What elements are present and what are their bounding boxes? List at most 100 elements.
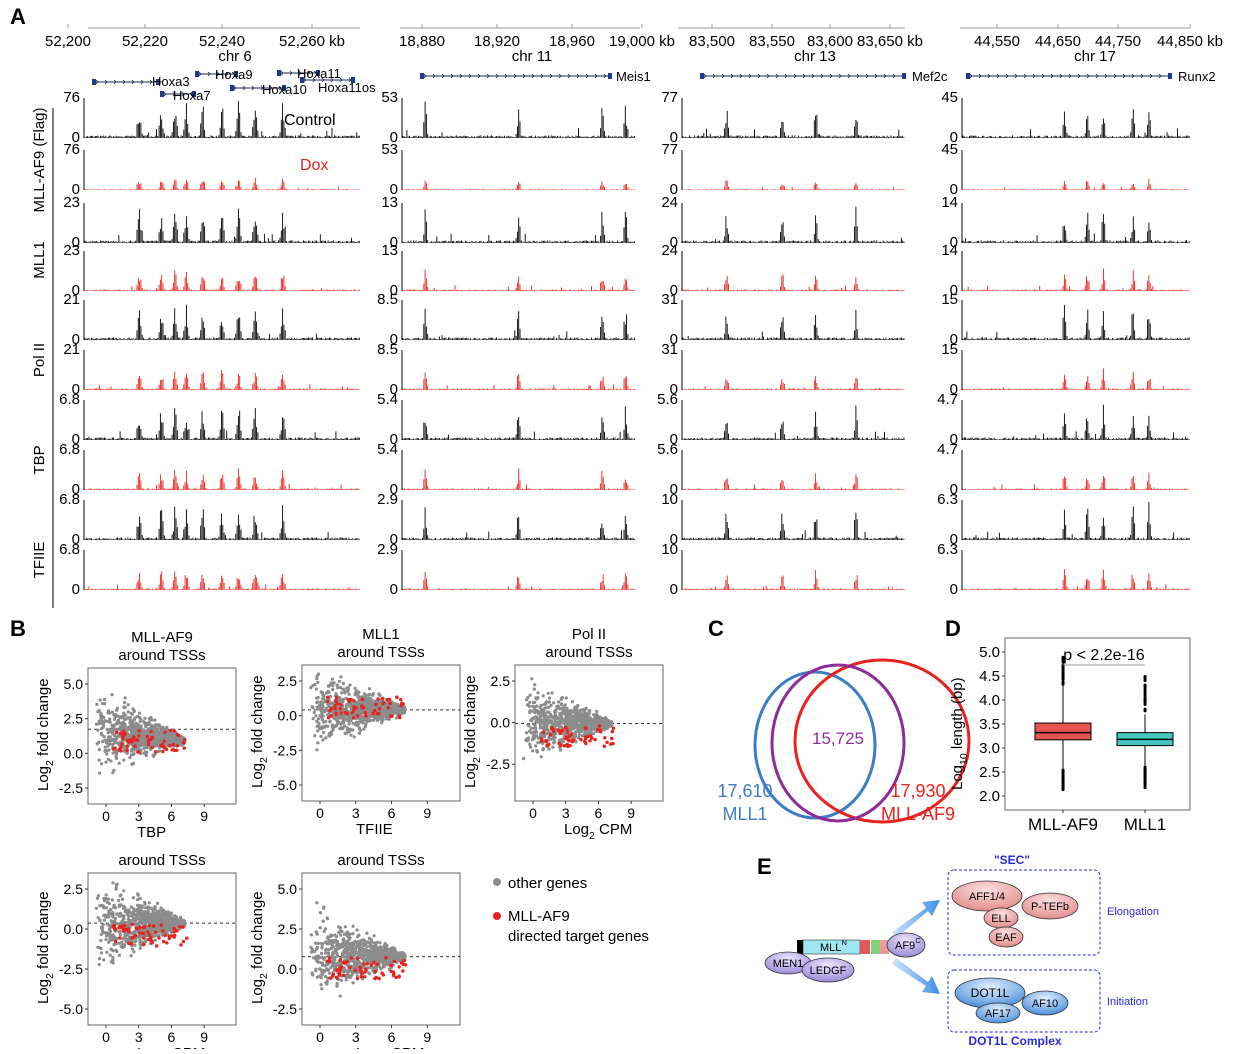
track-scale: 2.9 [377,491,398,508]
track-scale: 24 [661,242,678,259]
legend-dot [493,912,501,920]
x-tick-label: 6 [168,808,176,824]
y-axis-label: Log2 fold change [35,678,56,791]
x-tick-label: 3 [135,808,143,824]
men1-label: MEN1 [773,958,804,970]
signal-track [683,310,904,340]
signal-track [963,569,1189,590]
y-axis-label-base: Log [462,763,479,788]
track-scale: 21 [63,341,80,358]
track-scale: 31 [661,341,678,358]
x-tick-label: 3 [562,805,570,821]
gene-label: Hoxa10 [262,82,307,97]
signal-track [85,469,359,491]
x-tick-label: 3 [135,1029,143,1045]
track-scale: 5.4 [377,391,398,408]
track-scale: 31 [661,291,678,308]
coord-label: 52,200 [45,33,91,50]
sec-role: Elongation [1107,906,1159,918]
gene-exon [902,73,906,79]
panel-label: D [945,616,961,641]
signal-track [85,178,359,190]
track-scale: 6.8 [59,441,80,458]
construct-n [797,940,803,954]
y-axis-label: Log2 fold change [462,675,483,788]
y-tick-label: 2.5 [64,881,84,897]
track-scale: 8.5 [377,341,398,358]
signal-track [403,209,634,243]
track-scale: 53 [381,141,398,158]
coord-label: 19,000 kb [609,33,675,50]
gene-label: Mef2c [912,69,948,84]
coord-label: 18,960 [549,33,595,50]
signal-track [683,473,904,490]
x-tick-label: 6 [595,805,603,821]
coord-label: 52,260 kb [279,33,345,50]
plot-frame [302,665,460,801]
dot-member: AF10 [1032,998,1058,1010]
coord-label: 83,550 [749,33,795,50]
arrow-down [892,958,940,994]
y-tick-label: 5.0 [979,644,1000,661]
y-tick-label: 0.0 [64,921,84,937]
y-axis-label: Log2 fold change [35,891,56,1004]
y-axis-label: Log2 fold change [249,891,270,1004]
plot-title: MLL-AF9 [131,629,193,646]
track-scale: 10 [661,491,678,508]
signal-track [85,505,359,540]
track-scale: 76 [63,141,80,158]
chrom-label: chr 6 [218,48,251,65]
y-axis-label-base: Log [249,979,266,1004]
scatter-other [311,903,405,996]
af9-label-sup: C [915,936,921,945]
x-axis-label: TBP [137,824,166,841]
track-scale: 6.8 [59,391,80,408]
y-axis-label-base: Log [949,765,966,790]
x-axis-label-rest: CPM [595,821,633,838]
y-tick-label: -5.0 [273,777,297,793]
y-axis-label-rest: fold change [249,891,266,973]
factor-label: Pol II [31,343,48,377]
signal-track [403,406,634,440]
x-axis-label-base: Log [356,1045,381,1049]
track-scale: 21 [63,291,80,308]
track-scale: 13 [381,194,398,211]
box [1035,723,1091,740]
legend-dot [493,878,501,886]
y-tick-label: 2.5 [278,673,298,689]
construct-label-sup: N [841,938,847,947]
track-zero: 0 [950,581,958,598]
gene-exon [1168,73,1172,79]
factor-label: TBP [31,445,48,474]
gene-exon [700,73,704,79]
x-tick-label: 6 [168,1029,176,1045]
ledgf-label: LEDGF [810,965,847,977]
x-tick-label: 0 [316,1029,324,1045]
y-tick-label: 0.0 [278,708,298,724]
panel-label: A [10,4,26,29]
y-tick-label: 2.5 [491,673,511,689]
signal-track [963,368,1189,390]
panel-label: E [757,854,772,879]
x-tick-label: 0 [316,805,324,821]
signal-track [85,305,359,340]
y-axis-label-base: Log [35,979,52,1004]
y-tick-label: 4.5 [979,668,1000,685]
coord-label: 83,650 kb [857,33,923,50]
track-scale: 15 [941,291,958,308]
y-axis-label: Log2 fold change [249,675,270,788]
factor-label: TFIIE [31,542,48,579]
y-tick-label: -2.5 [59,780,83,796]
y-tick-label: 2.5 [979,764,1000,781]
track-scale: 13 [381,242,398,259]
y-axis-label-rest: fold change [462,675,479,757]
x-axis-label: TFIIE [356,821,393,838]
track-scale: 6.3 [937,541,958,558]
signal-track [403,373,634,391]
y-tick-label: -2.5 [59,961,83,977]
x-axis-label-base: Log [564,821,589,838]
track-scale: 45 [941,89,958,106]
signal-track [683,207,904,243]
track-scale: 5.4 [377,441,398,458]
